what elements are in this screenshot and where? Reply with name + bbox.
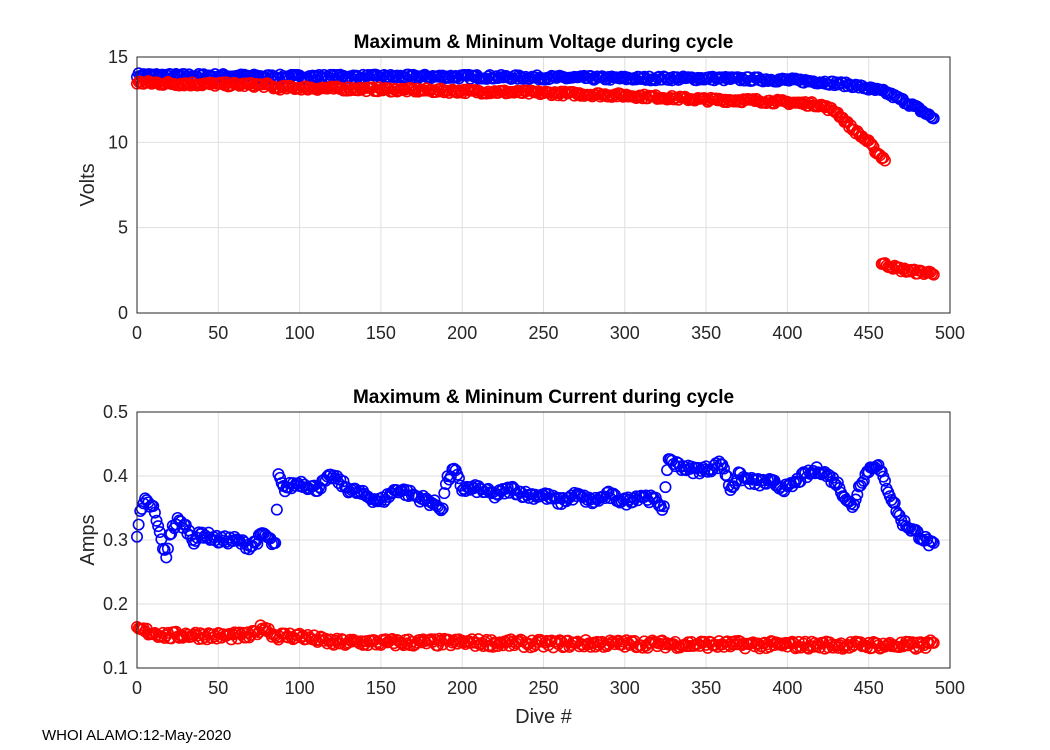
footer-credit: WHOI ALAMO:12-May-2020 — [42, 727, 232, 744]
data-point — [436, 502, 449, 515]
chart-title: Maximum & Mininum Current during cycle — [353, 387, 734, 408]
x-tick-label: 100 — [285, 323, 315, 343]
data-point — [330, 80, 343, 93]
x-tick-label: 100 — [285, 678, 315, 698]
data-point — [433, 502, 446, 515]
axes-frame — [136, 411, 951, 669]
x-tick-label: 300 — [610, 678, 640, 698]
data-point — [150, 514, 163, 527]
data-point — [321, 637, 334, 650]
data-point — [717, 462, 730, 475]
x-tick-label: 350 — [691, 678, 721, 698]
x-tick-label: 350 — [691, 323, 721, 343]
data-point — [890, 505, 903, 518]
data-point — [657, 500, 670, 513]
data-point — [179, 518, 192, 531]
data-point — [160, 551, 173, 564]
data-point — [846, 501, 859, 514]
data-point — [438, 487, 451, 500]
x-tick-label: 200 — [447, 323, 477, 343]
x-tick-label: 50 — [208, 678, 228, 698]
y-tick-label: 5 — [118, 218, 128, 238]
max-series — [131, 453, 940, 564]
data-point — [337, 475, 350, 488]
data-point — [927, 112, 940, 125]
min-series — [131, 619, 940, 655]
data-point — [165, 527, 178, 540]
x-axis-label: Dive # — [515, 706, 573, 728]
data-point — [888, 496, 901, 509]
voltage-panel: 0 50 100 150 200 250 300 350 400 450 500 0 5 10 15 Maxi… — [77, 32, 965, 343]
data-point — [924, 266, 937, 279]
y-tick-label: 15 — [108, 47, 128, 67]
min-series — [131, 75, 940, 281]
data-point — [448, 462, 461, 475]
data-point — [872, 459, 885, 472]
data-point — [885, 494, 898, 507]
y-tick-label: 0.2 — [103, 594, 128, 614]
data-point — [269, 536, 282, 549]
x-tick-label: 250 — [528, 323, 558, 343]
x-tick-label: 450 — [854, 323, 884, 343]
x-tick-label: 500 — [935, 323, 965, 343]
data-point — [132, 518, 145, 531]
data-point — [691, 637, 704, 650]
data-point — [153, 526, 166, 539]
data-point — [412, 490, 425, 503]
data-point — [865, 138, 878, 151]
x-tick-label: 250 — [528, 678, 558, 698]
axes-frame — [136, 56, 951, 314]
data-point — [849, 493, 862, 506]
chart-title: Maximum & Mininum Voltage during cycle — [354, 32, 734, 53]
data-point — [147, 500, 160, 513]
x-tick-label: 300 — [610, 323, 640, 343]
x-tick-label: 150 — [366, 323, 396, 343]
data-point — [134, 505, 147, 518]
x-tick-label: 0 — [132, 323, 142, 343]
x-tick-label: 450 — [854, 678, 884, 698]
data-point — [721, 470, 734, 483]
y-tick-label: 0.1 — [103, 658, 128, 678]
data-point — [452, 472, 465, 485]
data-point — [864, 137, 877, 150]
y-axis-label: Amps — [77, 514, 99, 565]
x-tick-label: 400 — [772, 323, 802, 343]
data-point — [435, 504, 448, 517]
data-point — [270, 503, 283, 516]
x-tick-label: 150 — [366, 678, 396, 698]
y-tick-label: 10 — [108, 132, 128, 152]
data-point — [194, 528, 207, 541]
x-tick-label: 50 — [208, 323, 228, 343]
data-point — [927, 536, 940, 549]
x-tick-label: 500 — [935, 678, 965, 698]
y-tick-label: 0.3 — [103, 530, 128, 550]
x-tick-label: 200 — [447, 678, 477, 698]
current-panel: 0 50 100 150 200 250 300 350 400 450 500 0.1 0.2 0.3 0… — [77, 387, 965, 728]
y-tick-label: 0 — [118, 303, 128, 323]
y-tick-label: 0.4 — [103, 466, 128, 486]
data-point — [926, 535, 939, 548]
data-point — [478, 485, 491, 498]
x-tick-label: 400 — [772, 678, 802, 698]
data-point — [891, 507, 904, 520]
data-point — [927, 636, 940, 649]
data-point — [161, 542, 174, 555]
data-point — [148, 506, 161, 519]
x-tick-label: 0 — [132, 678, 142, 698]
data-point — [878, 474, 891, 487]
y-tick-label: 0.5 — [103, 402, 128, 422]
data-point — [927, 268, 940, 281]
data-point — [152, 520, 165, 533]
y-axis-label: Volts — [77, 163, 99, 206]
data-point — [659, 481, 672, 494]
data-point — [878, 154, 891, 167]
data-point — [924, 634, 937, 647]
data-point — [719, 468, 732, 481]
